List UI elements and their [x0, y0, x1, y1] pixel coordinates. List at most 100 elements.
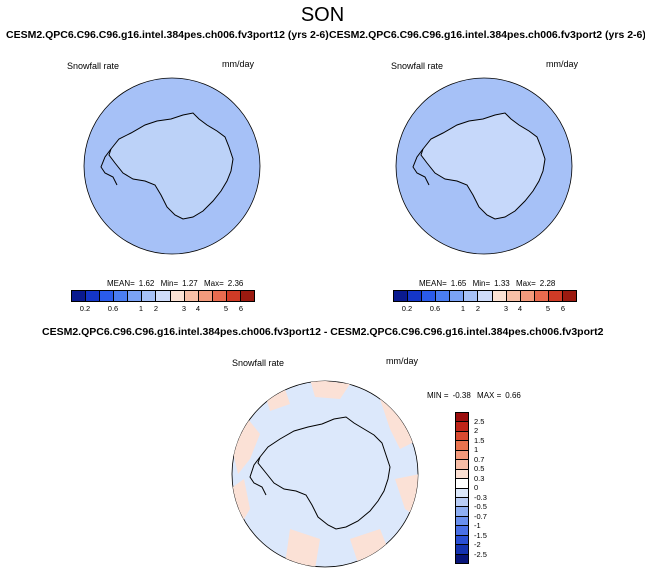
colorbar-swatch	[534, 291, 549, 301]
colorbar-swatch	[156, 291, 171, 301]
cb3-label: -1	[474, 521, 481, 530]
warm-patch	[310, 381, 350, 399]
colorbar-swatch	[114, 291, 129, 301]
colorbar-swatch	[456, 554, 468, 563]
cb2-label: 0.2	[401, 304, 413, 313]
colorbar-swatch	[456, 526, 468, 536]
panel1-title: CESM2.QPC6.C96.C96.g16.intel.384pes.ch00…	[6, 29, 329, 41]
colorbar-swatch	[408, 291, 423, 301]
colorbar-swatch	[456, 535, 468, 546]
colorbar-swatch	[520, 291, 535, 301]
panel3-colorbar	[455, 412, 469, 564]
cb3-label: -1.5	[474, 531, 487, 540]
cb3-label: -2	[474, 540, 481, 549]
colorbar-swatch	[456, 422, 468, 432]
colorbar-swatch	[226, 291, 241, 301]
colorbar-swatch	[456, 516, 468, 527]
cb1-label: 1	[138, 304, 144, 313]
panel1-map	[83, 77, 261, 255]
colorbar-swatch	[562, 291, 577, 301]
colorbar-swatch	[478, 291, 493, 301]
panel2-variable: Snowfall rate	[391, 61, 444, 71]
panel3-variable: Snowfall rate	[232, 358, 285, 368]
panel1-colorbar-labels: 0.2 0.6 1 2 3 4 5 6	[71, 304, 255, 314]
panel2-peninsula	[412, 148, 430, 186]
colorbar-swatch	[456, 497, 468, 508]
colorbar-swatch	[456, 431, 468, 442]
colorbar-swatch	[456, 450, 468, 461]
cb2-label: 3	[503, 304, 509, 313]
colorbar-swatch	[492, 291, 507, 301]
cb1-label: 0.2	[79, 304, 91, 313]
cb3-label: -0.5	[474, 502, 487, 511]
cb2-label: 0.6	[429, 304, 441, 313]
panel1-colorbar	[71, 290, 255, 302]
panel3-title: CESM2.QPC6.C96.C96.g16.intel.384pes.ch00…	[42, 326, 604, 338]
panel3-units: mm/day	[386, 356, 419, 366]
colorbar-swatch	[456, 545, 468, 555]
colorbar-swatch	[456, 507, 468, 517]
cb1-label: 5	[223, 304, 229, 313]
cb2-label: 1	[460, 304, 466, 313]
cb3-label: 0.3	[474, 474, 485, 483]
cb1-label: 6	[238, 304, 244, 313]
colorbar-swatch	[464, 291, 479, 301]
warm-patch	[232, 479, 250, 529]
cb3-label: 2	[474, 426, 479, 435]
colorbar-swatch	[450, 291, 465, 301]
cb3-label: -2.5	[474, 550, 487, 559]
warm-patch	[285, 529, 320, 567]
colorbar-swatch	[456, 413, 468, 423]
panel2-title: CESM2.QPC6.C96.C96.g16.intel.384pes.ch00…	[329, 29, 645, 41]
panel1-stats: MEAN= 1.62 Min= 1.27 Max= 2.36	[107, 279, 244, 288]
colorbar-swatch	[506, 291, 521, 301]
colorbar-swatch	[456, 469, 468, 480]
colorbar-swatch	[456, 488, 468, 498]
panel2-colorbar-labels: 0.2 0.6 1 2 3 4 5 6	[393, 304, 577, 314]
warm-patch	[380, 399, 418, 449]
colorbar-swatch	[456, 479, 468, 489]
panel2-stats: MEAN= 1.65 Min= 1.33 Max= 2.28	[419, 279, 556, 288]
colorbar-swatch	[548, 291, 563, 301]
cb3-label: 2.5	[474, 417, 485, 426]
colorbar-swatch	[422, 291, 437, 301]
cb3-label: 0.7	[474, 455, 485, 464]
cb3-label: 0	[474, 483, 479, 492]
cb3-label: -0.3	[474, 493, 487, 502]
colorbar-swatch	[86, 291, 101, 301]
colorbar-swatch	[170, 291, 185, 301]
cb2-label: 5	[545, 304, 551, 313]
cb2-label: 4	[517, 304, 523, 313]
colorbar-swatch	[212, 291, 227, 301]
colorbar-swatch	[142, 291, 157, 301]
panel2-map	[395, 77, 573, 255]
panel2-colorbar	[393, 290, 577, 302]
colorbar-swatch	[184, 291, 199, 301]
panel1-variable: Snowfall rate	[67, 61, 120, 71]
cb3-label: -0.7	[474, 512, 487, 521]
cb3-label: 1	[474, 445, 479, 454]
panel1-units: mm/day	[222, 59, 255, 69]
colorbar-swatch	[128, 291, 143, 301]
panel3-stats: MIN = -0.38 MAX = 0.66	[427, 391, 521, 400]
colorbar-swatch	[100, 291, 115, 301]
panel1-peninsula	[100, 148, 118, 186]
colorbar-swatch	[198, 291, 213, 301]
cb2-label: 6	[560, 304, 566, 313]
colorbar-swatch	[72, 291, 87, 301]
colorbar-swatch	[436, 291, 451, 301]
colorbar-swatch	[456, 441, 468, 451]
panel3-antarctica	[257, 416, 391, 530]
panel3-peninsula	[249, 456, 267, 496]
season-title: SON	[300, 4, 345, 26]
cb1-label: 2	[153, 304, 159, 313]
colorbar-swatch	[240, 291, 255, 301]
panel3-map	[231, 380, 419, 568]
cb1-label: 4	[195, 304, 201, 313]
cb3-label: 0.5	[474, 464, 485, 473]
cb1-label: 3	[181, 304, 187, 313]
cb2-label: 2	[475, 304, 481, 313]
panel3-colorbar-labels: 2.5 2 1.5 1 0.7 0.5 0.3 0 -0.3 -0.5 -0.7…	[474, 412, 504, 564]
panel1-antarctica	[108, 112, 234, 220]
panel2-units: mm/day	[546, 59, 579, 69]
